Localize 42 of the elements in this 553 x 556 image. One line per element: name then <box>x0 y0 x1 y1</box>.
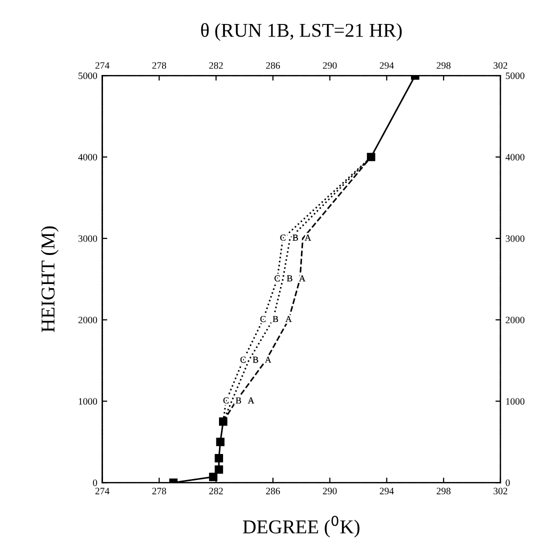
y-tick-label: 5000 <box>78 72 98 80</box>
chart-title: θ (RUN 1B, LST=21 HR) <box>201 23 402 41</box>
x-tick-label: 302 <box>494 488 508 494</box>
x-axis-title: DEGREE ($^{0}$K) <box>242 516 360 538</box>
text: C <box>280 234 286 241</box>
x2-tick-label: 298 <box>436 62 451 69</box>
x2-tick-label: 286 <box>266 62 280 69</box>
y2-tick-label: 1000 <box>506 398 524 405</box>
x-tick-label: 278 <box>152 488 166 494</box>
x2-tick-label: 274 <box>95 62 110 69</box>
text: B <box>292 234 298 241</box>
text: C <box>260 316 266 322</box>
x-tick-label: 290 <box>322 488 337 494</box>
x2-tick-label: 282 <box>209 62 223 69</box>
y2-tick-label: 0 <box>506 480 510 486</box>
x-tick-label: 298 <box>436 488 451 494</box>
text: B <box>252 356 258 363</box>
y2-tick-label: 2000 <box>506 316 524 324</box>
x-tick-label: 286 <box>266 488 280 494</box>
x-tick-label: 274 <box>95 488 110 494</box>
y-axis-title: HEIGHT (M) <box>40 226 59 332</box>
text: C <box>240 356 246 363</box>
y2-tick-label: 4000 <box>506 154 524 160</box>
x2-tick-label: 294 <box>380 62 394 69</box>
y-tick-label: 4000 <box>78 154 98 160</box>
y-tick-label: 1000 <box>78 398 98 405</box>
x-tick-label: 282 <box>209 488 223 494</box>
y-tick-label: 0 <box>92 480 98 486</box>
series-label: B <box>272 316 278 322</box>
text: B <box>286 275 292 282</box>
text: A <box>304 234 312 241</box>
y2-tick-label: 3000 <box>506 235 524 242</box>
x2-tick-label: 290 <box>322 62 337 69</box>
y-tick-label: 3000 <box>78 235 98 242</box>
y2-tick-label: 5000 <box>506 72 524 80</box>
x2-tick-label: 278 <box>152 62 166 69</box>
text: A <box>248 397 254 404</box>
x-tick-label: 294 <box>380 488 394 494</box>
series-label: C <box>274 275 280 282</box>
x2-tick-label: 302 <box>494 62 508 69</box>
y-tick-label: 2000 <box>78 316 98 324</box>
text: C <box>223 397 229 404</box>
